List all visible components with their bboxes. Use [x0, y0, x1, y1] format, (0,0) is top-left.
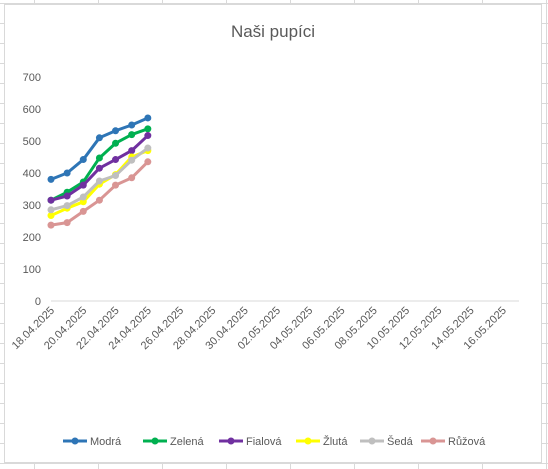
series-Modrá — [47, 114, 152, 183]
data-point — [63, 219, 71, 227]
y-tick-label: 600 — [23, 104, 41, 116]
legend-label: Modrá — [90, 436, 122, 448]
legend-label: Šedá — [387, 435, 414, 448]
data-point — [128, 121, 136, 129]
data-point — [63, 202, 71, 210]
legend-label: Fialová — [246, 436, 282, 448]
chart-area[interactable]: Naši pupíci 0 100 200 300 400 500 600 700 18.04… — [4, 4, 542, 463]
data-point — [128, 147, 136, 155]
data-point — [112, 139, 120, 147]
data-point — [112, 181, 120, 189]
legend-item: Šedá — [360, 435, 414, 448]
data-point — [47, 221, 55, 229]
data-point — [144, 114, 152, 122]
data-point — [47, 206, 55, 214]
data-point — [79, 181, 87, 189]
data-point — [79, 156, 87, 164]
legend-item: Růžová — [421, 436, 486, 448]
y-tick-label: 0 — [35, 296, 41, 308]
data-point — [112, 172, 120, 180]
legend-label: Růžová — [448, 436, 486, 448]
data-point — [95, 154, 103, 162]
chart-title: Naši pupíci — [231, 22, 315, 41]
data-point — [47, 196, 55, 204]
data-point — [79, 207, 87, 215]
y-tick-label: 100 — [23, 264, 41, 276]
legend-item: Modrá — [63, 436, 122, 448]
data-point — [144, 125, 152, 133]
series-Růžová — [47, 158, 152, 229]
data-point — [144, 144, 152, 152]
data-point — [95, 177, 103, 185]
legend-label: Žlutá — [323, 435, 348, 448]
legend: Modrá Zelená Fialová Žlutá Šedá Růžová — [63, 435, 486, 448]
data-point — [79, 193, 87, 201]
legend-marker — [368, 437, 376, 445]
data-point — [144, 158, 152, 166]
legend-marker — [151, 437, 159, 445]
y-tick-label: 400 — [23, 168, 41, 180]
data-point — [128, 131, 136, 139]
data-point — [63, 169, 71, 177]
x-axis-ticks: 18.04.202520.04.202522.04.202524.04.2025… — [10, 305, 509, 352]
line-chart: Naši pupíci 0 100 200 300 400 500 600 700 18.04… — [10, 22, 519, 448]
data-point — [112, 156, 120, 164]
data-point — [63, 192, 71, 200]
data-point — [79, 198, 87, 206]
y-tick-label: 500 — [23, 136, 41, 148]
legend-item: Žlutá — [296, 435, 348, 448]
legend-marker — [71, 437, 79, 445]
data-point — [95, 164, 103, 172]
legend-item: Zelená — [143, 436, 205, 448]
series-Šedá — [47, 144, 152, 214]
series-lines — [47, 114, 152, 229]
data-point — [128, 156, 136, 164]
y-axis-ticks: 0 100 200 300 400 500 600 700 — [23, 72, 41, 308]
legend-label: Zelená — [170, 436, 205, 448]
y-tick-label: 200 — [23, 232, 41, 244]
data-point — [47, 212, 55, 220]
legend-marker — [429, 437, 437, 445]
data-point — [144, 132, 152, 140]
data-point — [112, 127, 120, 135]
legend-marker — [304, 437, 312, 445]
data-point — [128, 174, 136, 182]
series-Fialová — [47, 132, 152, 204]
data-point — [95, 196, 103, 204]
data-point — [95, 134, 103, 142]
y-tick-label: 700 — [23, 72, 41, 84]
y-tick-label: 300 — [23, 200, 41, 212]
data-point — [47, 175, 55, 183]
legend-item: Fialová — [219, 436, 282, 448]
legend-marker — [227, 437, 235, 445]
